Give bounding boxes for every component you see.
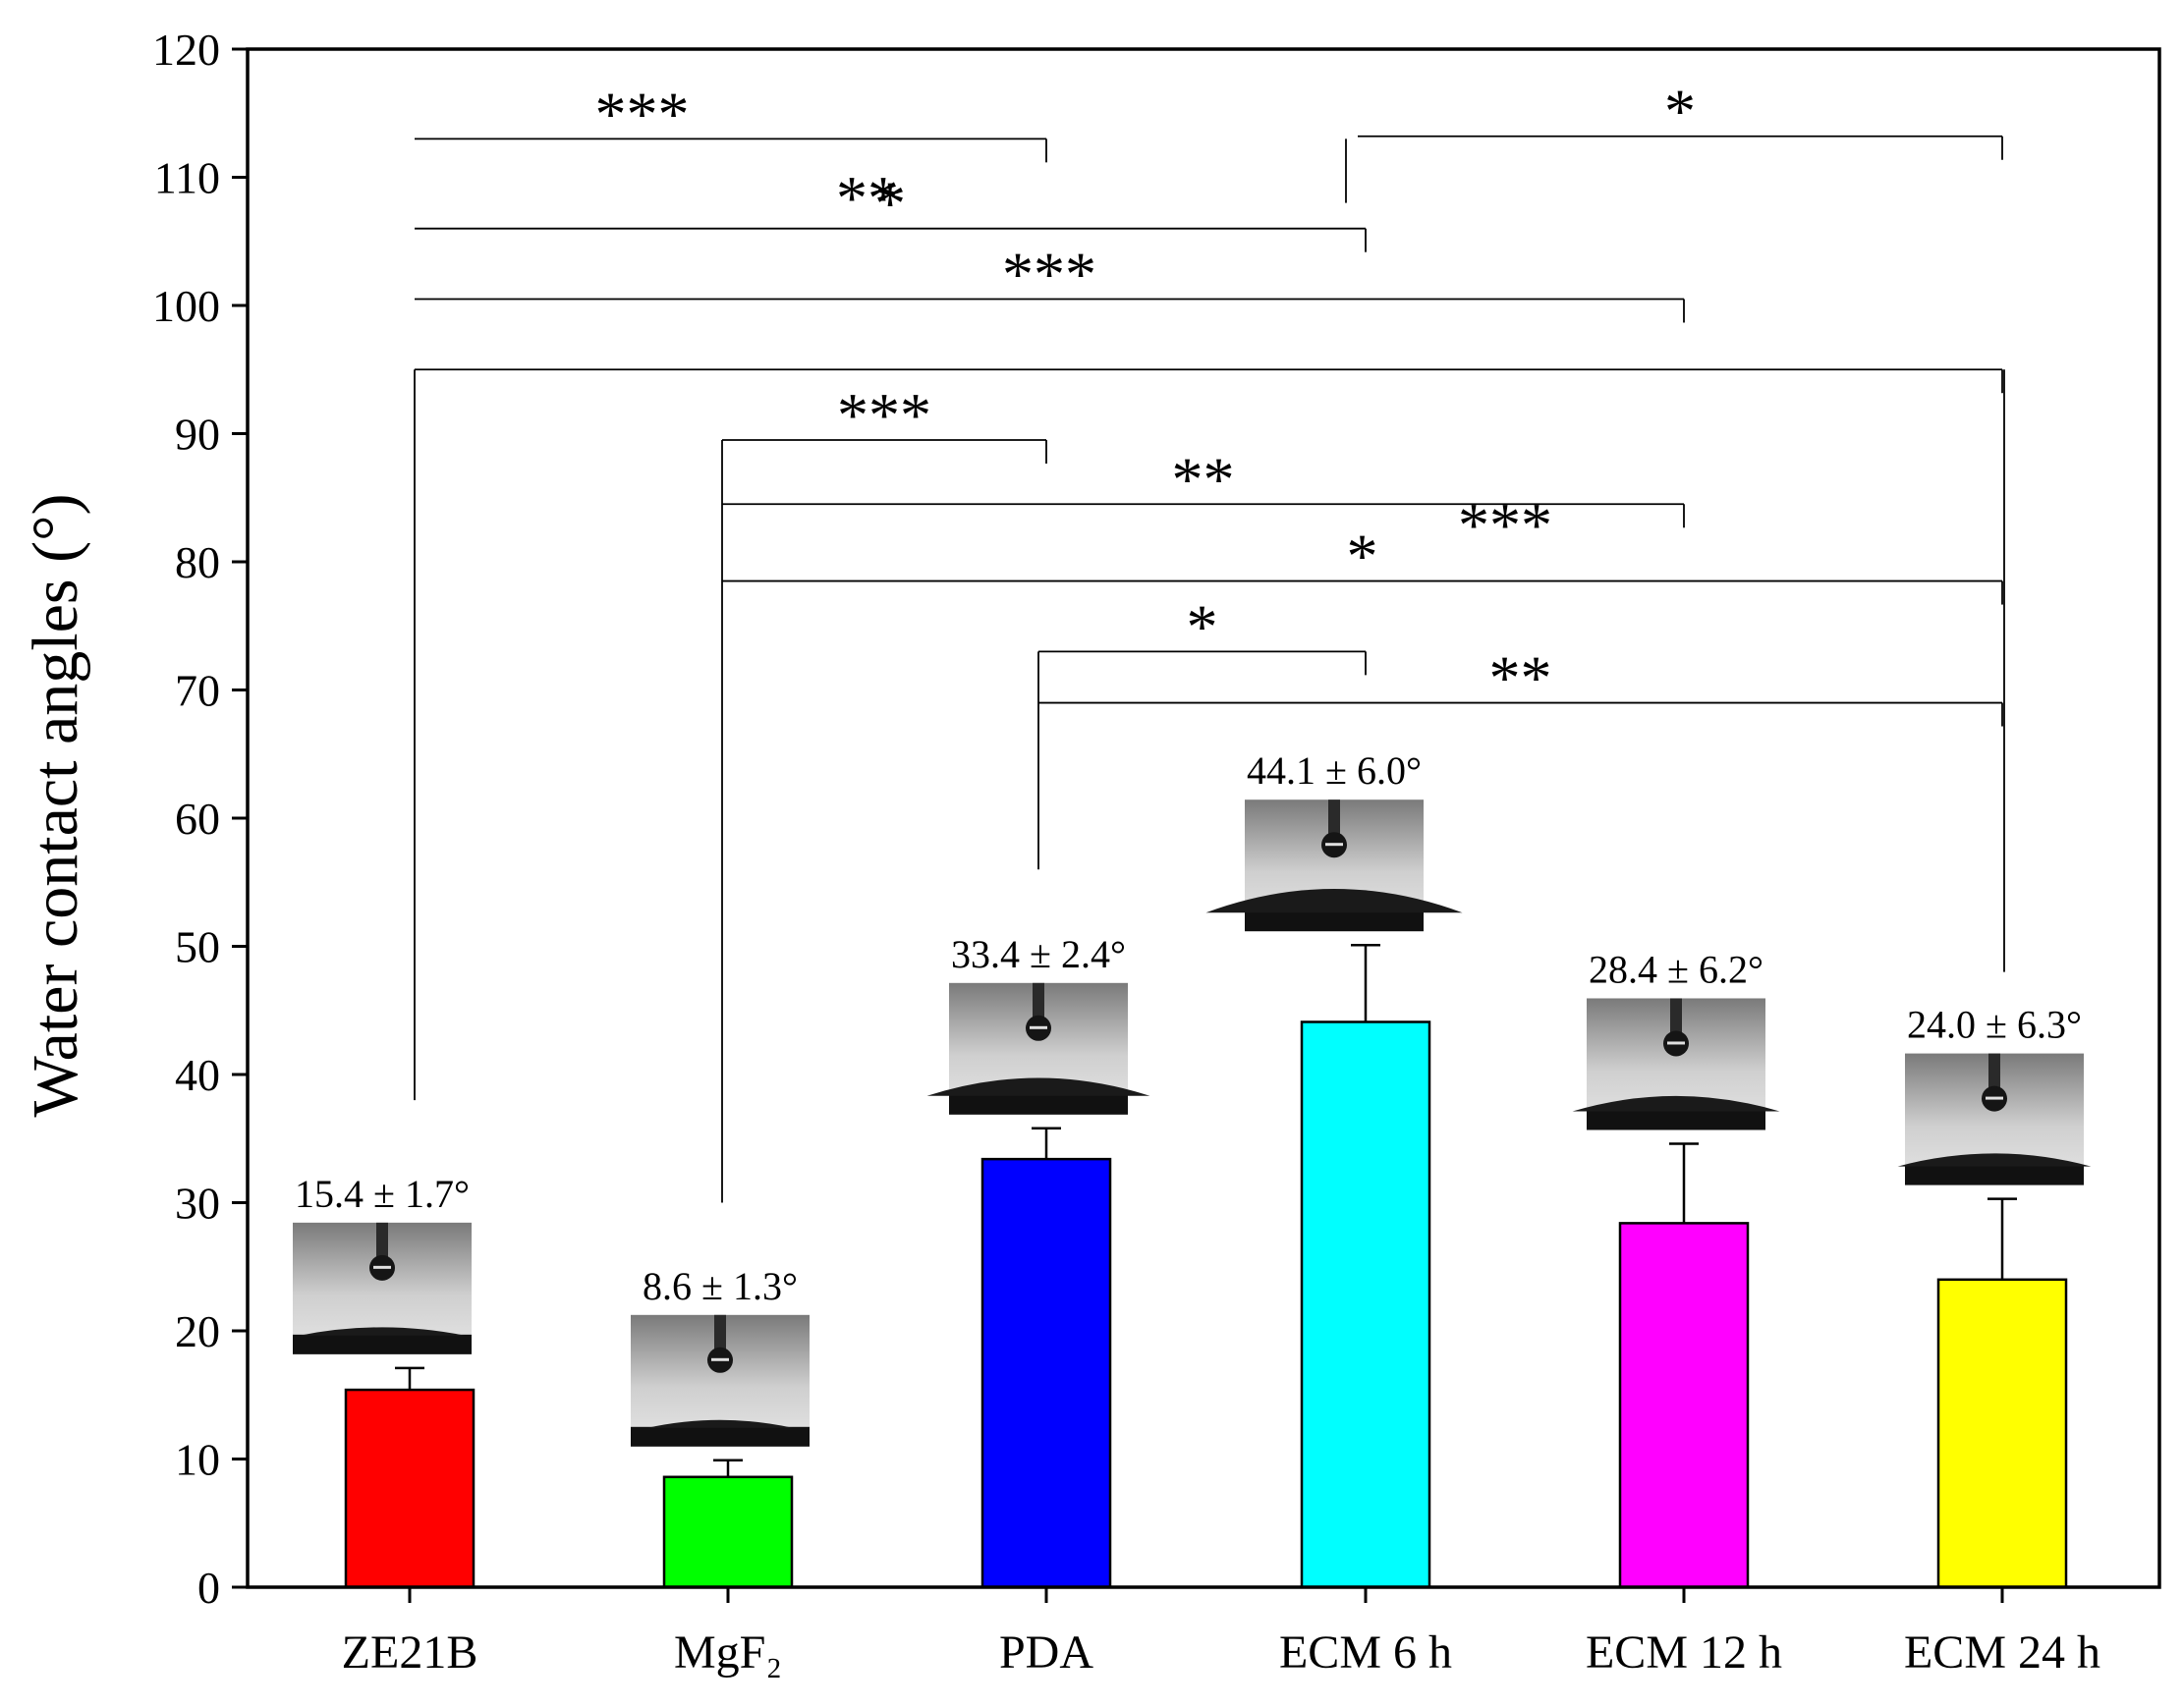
- value-label-3: 44.1 ± 6.0°: [1247, 748, 1422, 793]
- bar-1: [662, 1475, 794, 1589]
- significance-label-0: ***: [595, 79, 690, 148]
- value-label-1: 8.6 ± 1.3°: [643, 1264, 798, 1308]
- x-tick-label-4: ECM 12 h: [1586, 1626, 1782, 1679]
- significance-bracket-9: [1358, 135, 2003, 160]
- significance-bracket-6: [722, 579, 2003, 605]
- water-droplet-photo-icon-4: [1572, 998, 1780, 1130]
- significance-bracket-1: [415, 227, 1367, 252]
- water-droplet-photo-icon-5: [1897, 1053, 2092, 1185]
- water-droplet-photo-icon-0: [293, 1222, 472, 1354]
- significance-label-8: **: [1489, 643, 1552, 713]
- significance-extra-0: **: [836, 163, 899, 233]
- x-tick-label-0: ZE21B: [342, 1626, 478, 1679]
- error-bar-2: [1032, 1127, 1061, 1160]
- y-tick-label-10: 100: [152, 281, 220, 331]
- x-tick-label-5: ECM 24 h: [1904, 1626, 2100, 1679]
- significance-label-6: *: [1347, 522, 1378, 591]
- y-tick-label-0: 0: [197, 1563, 220, 1613]
- bar-3: [1300, 1020, 1431, 1589]
- y-tick-label-6: 60: [175, 794, 220, 844]
- significance-label-9: *: [1664, 77, 1696, 146]
- water-droplet-photo-icon-1: [631, 1314, 810, 1447]
- error-bar-0: [395, 1366, 424, 1391]
- y-tick-label-2: 20: [175, 1306, 220, 1356]
- significance-bracket-8: [1038, 701, 2003, 727]
- value-label-4: 28.4 ± 6.2°: [1589, 947, 1763, 991]
- y-tick-label-11: 110: [154, 153, 220, 203]
- significance-bracket-2: [415, 298, 1685, 323]
- bar-0: [344, 1388, 476, 1589]
- significance-bracket-0: [415, 138, 1047, 163]
- significance-label-1: *: [874, 169, 906, 239]
- y-axis-label: Water contact angles (°): [20, 494, 91, 1118]
- bar-2: [980, 1157, 1112, 1589]
- significance-label-4: ***: [837, 380, 931, 450]
- y-tick-label-4: 40: [175, 1050, 220, 1100]
- x-tick-label-2: PDA: [999, 1626, 1093, 1679]
- value-label-2: 33.4 ± 2.4°: [951, 932, 1126, 976]
- bar-5: [1936, 1278, 2068, 1589]
- significance-bracket-4: [722, 439, 1047, 465]
- significance-label-7: *: [1187, 591, 1218, 661]
- y-tick-label-5: 50: [175, 922, 220, 972]
- significance-label-5: **: [1172, 444, 1235, 514]
- significance-bracket-3: [415, 368, 2003, 394]
- error-bar-4: [1669, 1142, 1699, 1224]
- error-bar-1: [713, 1459, 743, 1477]
- y-tick-label-9: 90: [175, 410, 220, 460]
- y-tick-label-1: 10: [175, 1435, 220, 1485]
- plot-frame: [246, 47, 2161, 1589]
- y-tick-label-3: 30: [175, 1179, 220, 1229]
- y-tick-label-7: 70: [175, 666, 220, 716]
- significance-label-2: ***: [1002, 239, 1096, 308]
- significance-bracket-7: [1038, 650, 1367, 676]
- value-label-5: 24.0 ± 6.3°: [1907, 1003, 2082, 1047]
- x-tick-label-1: MgF₂: [674, 1626, 782, 1679]
- error-bar-5: [1987, 1197, 2017, 1280]
- x-tick-label-3: ECM 6 h: [1279, 1626, 1452, 1679]
- y-tick-label-12: 120: [152, 25, 220, 75]
- water-droplet-photo-icon-3: [1205, 799, 1463, 932]
- error-bar-3: [1351, 943, 1380, 1022]
- y-tick-label-8: 80: [175, 537, 220, 587]
- value-label-0: 15.4 ± 1.7°: [295, 1172, 470, 1216]
- significance-extra-1: ***: [1458, 490, 1552, 560]
- water-droplet-photo-icon-2: [926, 982, 1150, 1115]
- significance-bracket-5: [722, 503, 1685, 528]
- bar-4: [1618, 1222, 1750, 1589]
